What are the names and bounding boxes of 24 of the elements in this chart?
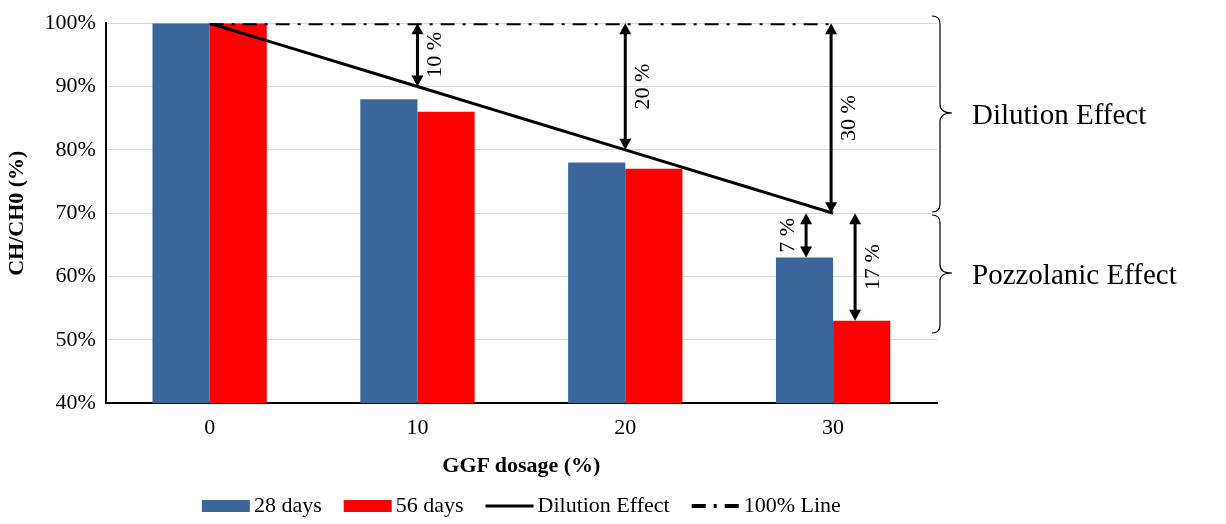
legend-label: 28 days xyxy=(253,491,322,517)
text: Dilution Effect xyxy=(972,98,1147,131)
y-tick-label: 40% xyxy=(55,388,96,414)
legend-label: 56 days xyxy=(395,491,464,517)
x-axis-title: GGF dosage (%) xyxy=(442,452,601,478)
x-tick-label: 30 xyxy=(822,414,845,440)
x-tick-label: 20 xyxy=(614,414,637,440)
annotation: 20 % xyxy=(629,63,655,110)
annotation: 10 % xyxy=(421,31,447,78)
y-tick-label: 80% xyxy=(55,135,96,161)
y-axis-title: CH/CH0 (%) xyxy=(2,150,28,276)
legend-label: 100% Line xyxy=(743,491,841,517)
x-tick-label: 10 xyxy=(406,414,429,440)
annotation: 30 % xyxy=(834,95,860,142)
annotation: 7 % xyxy=(773,217,799,253)
y-tick-label: 100% xyxy=(44,8,96,34)
text: Pozzolanic Effect xyxy=(972,258,1177,291)
legend-label: Dilution Effect xyxy=(537,491,670,517)
y-tick-label: 60% xyxy=(55,262,96,288)
x-tick-label: 0 xyxy=(204,414,216,440)
annotation: 17 % xyxy=(858,244,884,290)
y-tick-label: 90% xyxy=(55,72,96,98)
y-tick-label: 70% xyxy=(55,198,96,224)
y-tick-label: 50% xyxy=(55,325,96,351)
